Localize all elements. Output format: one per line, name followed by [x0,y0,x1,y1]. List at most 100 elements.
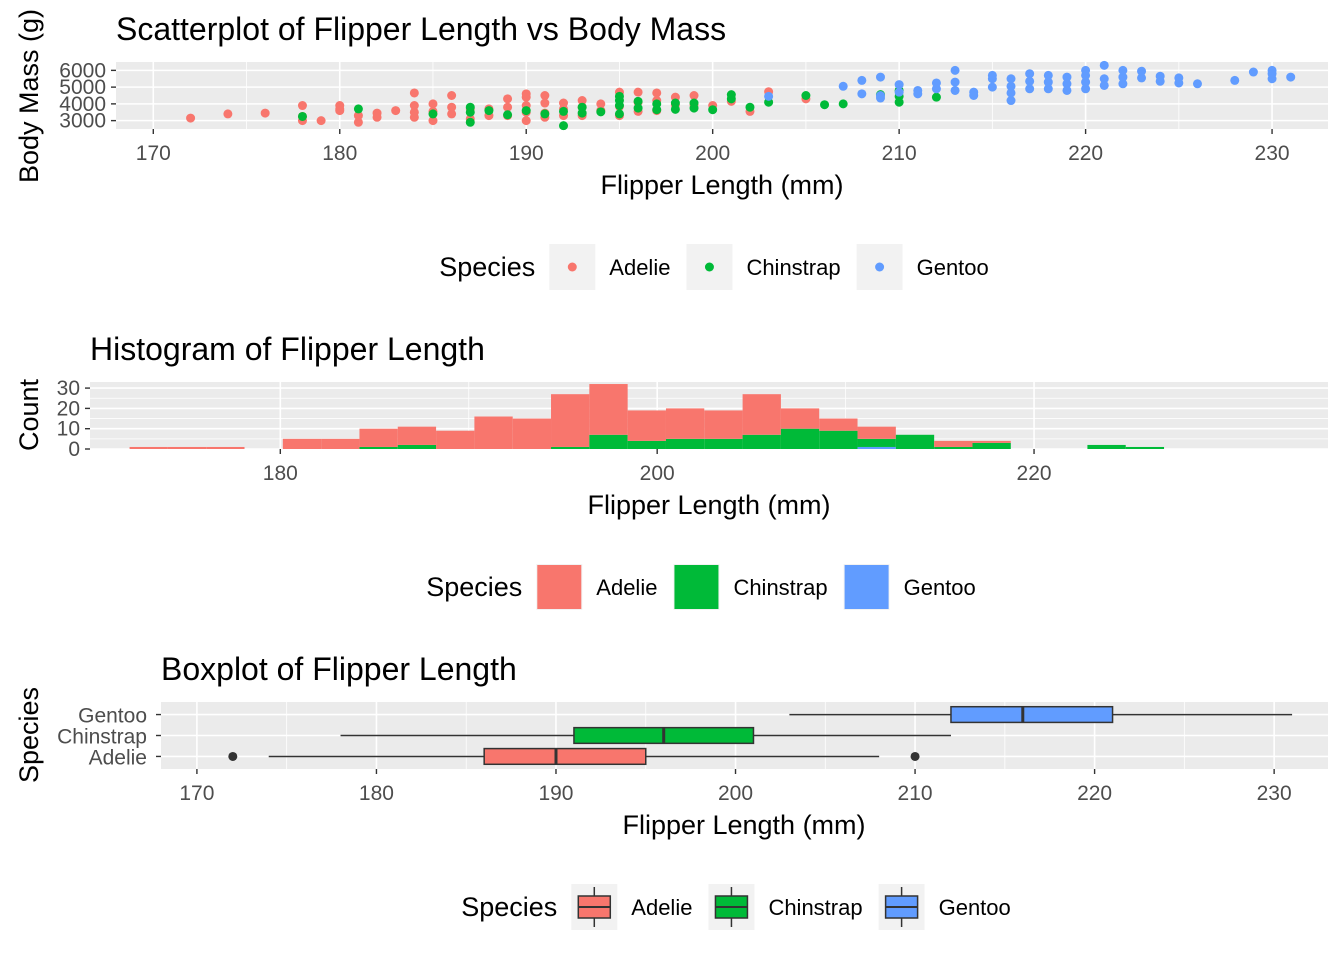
scatter-point-adelie [503,94,513,104]
x-tick-label: 200 [640,462,675,485]
scatter-points [186,60,1296,131]
histogram-bar-adelie [972,440,1011,443]
scatter-point-adelie [335,106,345,116]
scatter-point-adelie [521,116,531,126]
scatter-panel [116,62,1328,129]
scatter-point-gentoo [1081,84,1091,94]
histogram-bar-adelie [551,394,590,447]
scatter-point-chinstrap [614,109,624,119]
legend-title: Species [461,892,557,922]
scatter-y-label: Body Mass (g) [14,9,44,183]
scatter-point-gentoo [1267,65,1277,75]
x-tick-label: 190 [538,782,573,805]
scatter-point-adelie [316,116,326,126]
scatter-point-adelie [652,88,662,98]
scatter-point-gentoo [1099,60,1109,70]
scatter-point-gentoo [764,91,774,101]
histogram-x-axis: 180 200 220 [263,449,1052,485]
scatter-point-chinstrap [596,107,606,117]
scatter-point-gentoo [1043,77,1053,87]
histogram-bar-adelie [857,426,896,439]
scatter-point-gentoo [875,72,885,82]
scatter-point-gentoo [1025,84,1035,94]
y-tick-label: 6000 [59,59,106,82]
scatter-point-adelie [186,113,196,123]
scatter-point-gentoo [1099,80,1109,90]
histogram-bar-adelie [282,438,322,449]
legend-label-gentoo: Gentoo [939,895,1011,920]
legend-key-adelie [536,564,583,610]
scatter-point-adelie [540,91,550,100]
histogram-bars [129,384,1165,449]
scatter-point-gentoo [987,70,997,80]
legend-key-chinstrap [708,884,755,930]
scatter-point-gentoo [1137,66,1147,76]
histogram-bar-chinstrap [665,438,705,449]
scatter-point-gentoo [1137,73,1147,83]
scatter-point-gentoo [1062,79,1072,89]
boxplot-y-label: Species [14,687,44,783]
scatter-chart: Scatterplot of Flipper Length vs Body Ma… [14,9,1328,290]
histogram-bar-chinstrap [895,434,935,449]
scatter-point-gentoo [1081,65,1091,75]
y-tick-label: Chinstrap [57,726,147,749]
scatter-point-chinstrap [559,121,569,131]
legend-key-point [875,262,885,272]
scatter-point-gentoo [1006,81,1016,91]
legend-key-point [704,262,714,272]
scatter-point-chinstrap [670,98,680,108]
scatter-point-gentoo [1230,75,1240,85]
scatter-point-chinstrap [838,99,848,109]
scatter-point-gentoo [1025,76,1035,86]
boxplot-outlier [910,751,920,761]
scatter-point-gentoo [950,77,960,87]
scatter-point-gentoo [913,85,923,95]
scatter-point-gentoo [1043,70,1053,80]
x-tick-label: 180 [359,782,394,805]
histogram-bar-adelie [321,438,360,449]
legend-key-adelie [571,884,618,930]
legend-label-adelie: Adelie [596,575,657,600]
histogram-bar-chinstrap [627,440,666,449]
histogram-bar-chinstrap [551,446,590,449]
histogram-chart: Histogram of Flipper Length 180 200 220 01… [14,331,1328,610]
x-tick-label: 200 [718,782,753,805]
scatter-point-chinstrap [652,99,662,109]
scatter-legend: Species Adelie Chinstrap Gentoo [439,244,989,290]
scatter-point-adelie [409,101,419,111]
boxplot-boxes [228,705,1293,766]
scatter-point-gentoo [894,87,904,97]
boxplot-gentoo [789,705,1293,724]
scatter-point-gentoo [1006,88,1016,98]
histogram-bar-adelie [206,446,245,449]
scatter-point-adelie [391,106,401,116]
boxplot-box [483,747,647,766]
histogram-bar-adelie [129,446,168,449]
scatter-point-chinstrap [931,92,941,102]
scatter-point-adelie [596,99,606,109]
histogram-bar-chinstrap [972,442,1011,449]
scatter-point-chinstrap [689,98,699,108]
legend-key-fill [537,565,582,609]
legend-label-gentoo: Gentoo [917,255,989,280]
scatter-point-chinstrap [484,106,494,116]
x-tick-label: 200 [695,142,730,165]
legend-label-adelie: Adelie [631,895,692,920]
scatter-point-chinstrap [540,109,550,119]
scatter-point-adelie [447,91,457,100]
histogram-bar-adelie [780,408,820,429]
scatter-point-chinstrap [708,105,718,115]
boxplot-title: Boxplot of Flipper Length [161,651,517,687]
scatter-point-adelie [447,109,457,119]
scatter-point-chinstrap [353,104,363,114]
x-tick-label: 170 [179,782,214,805]
scatter-point-adelie [521,89,531,99]
histogram-bar-chinstrap [1087,444,1126,449]
y-tick-label: 3000 [59,110,106,133]
x-tick-label: 170 [136,142,171,165]
histogram-bar-gentoo [857,446,896,449]
scatter-point-chinstrap [820,100,830,110]
histogram-bar-chinstrap [742,434,781,449]
x-tick-label: 180 [263,462,298,485]
